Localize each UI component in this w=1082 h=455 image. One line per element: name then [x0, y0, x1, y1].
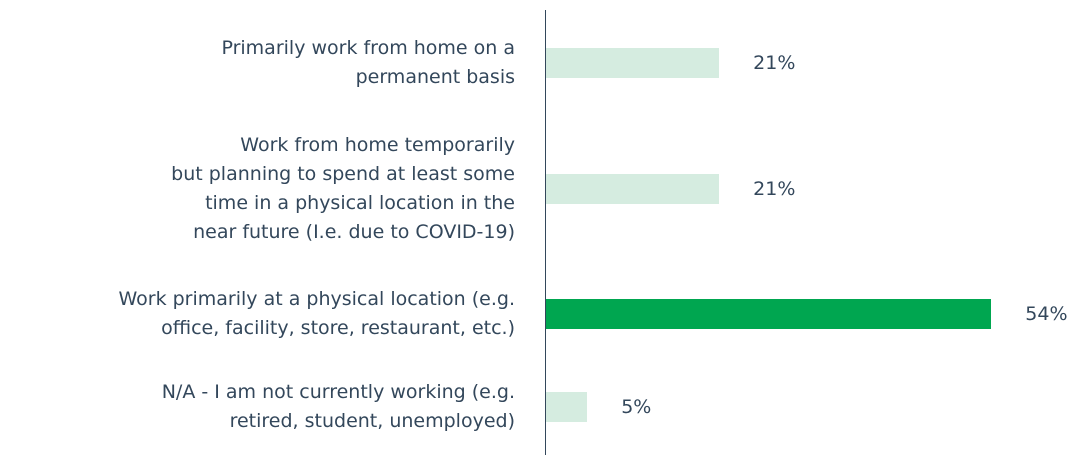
category-label: Primarily work from home on a permanent … — [221, 37, 515, 88]
bar — [546, 392, 588, 422]
value-label: 5% — [621, 396, 652, 418]
category-label: Work primarily at a physical location (e… — [118, 288, 515, 339]
bar — [546, 299, 992, 329]
value-label: 21% — [753, 178, 796, 200]
bar — [546, 48, 720, 78]
bar — [546, 174, 720, 204]
value-label: 21% — [753, 52, 796, 74]
category-label: Work from home temporarily but planning … — [171, 134, 515, 243]
value-label: 54% — [1025, 303, 1068, 325]
axis-line — [545, 10, 546, 455]
category-label: N/A - I am not currently working (e.g. r… — [161, 381, 515, 432]
